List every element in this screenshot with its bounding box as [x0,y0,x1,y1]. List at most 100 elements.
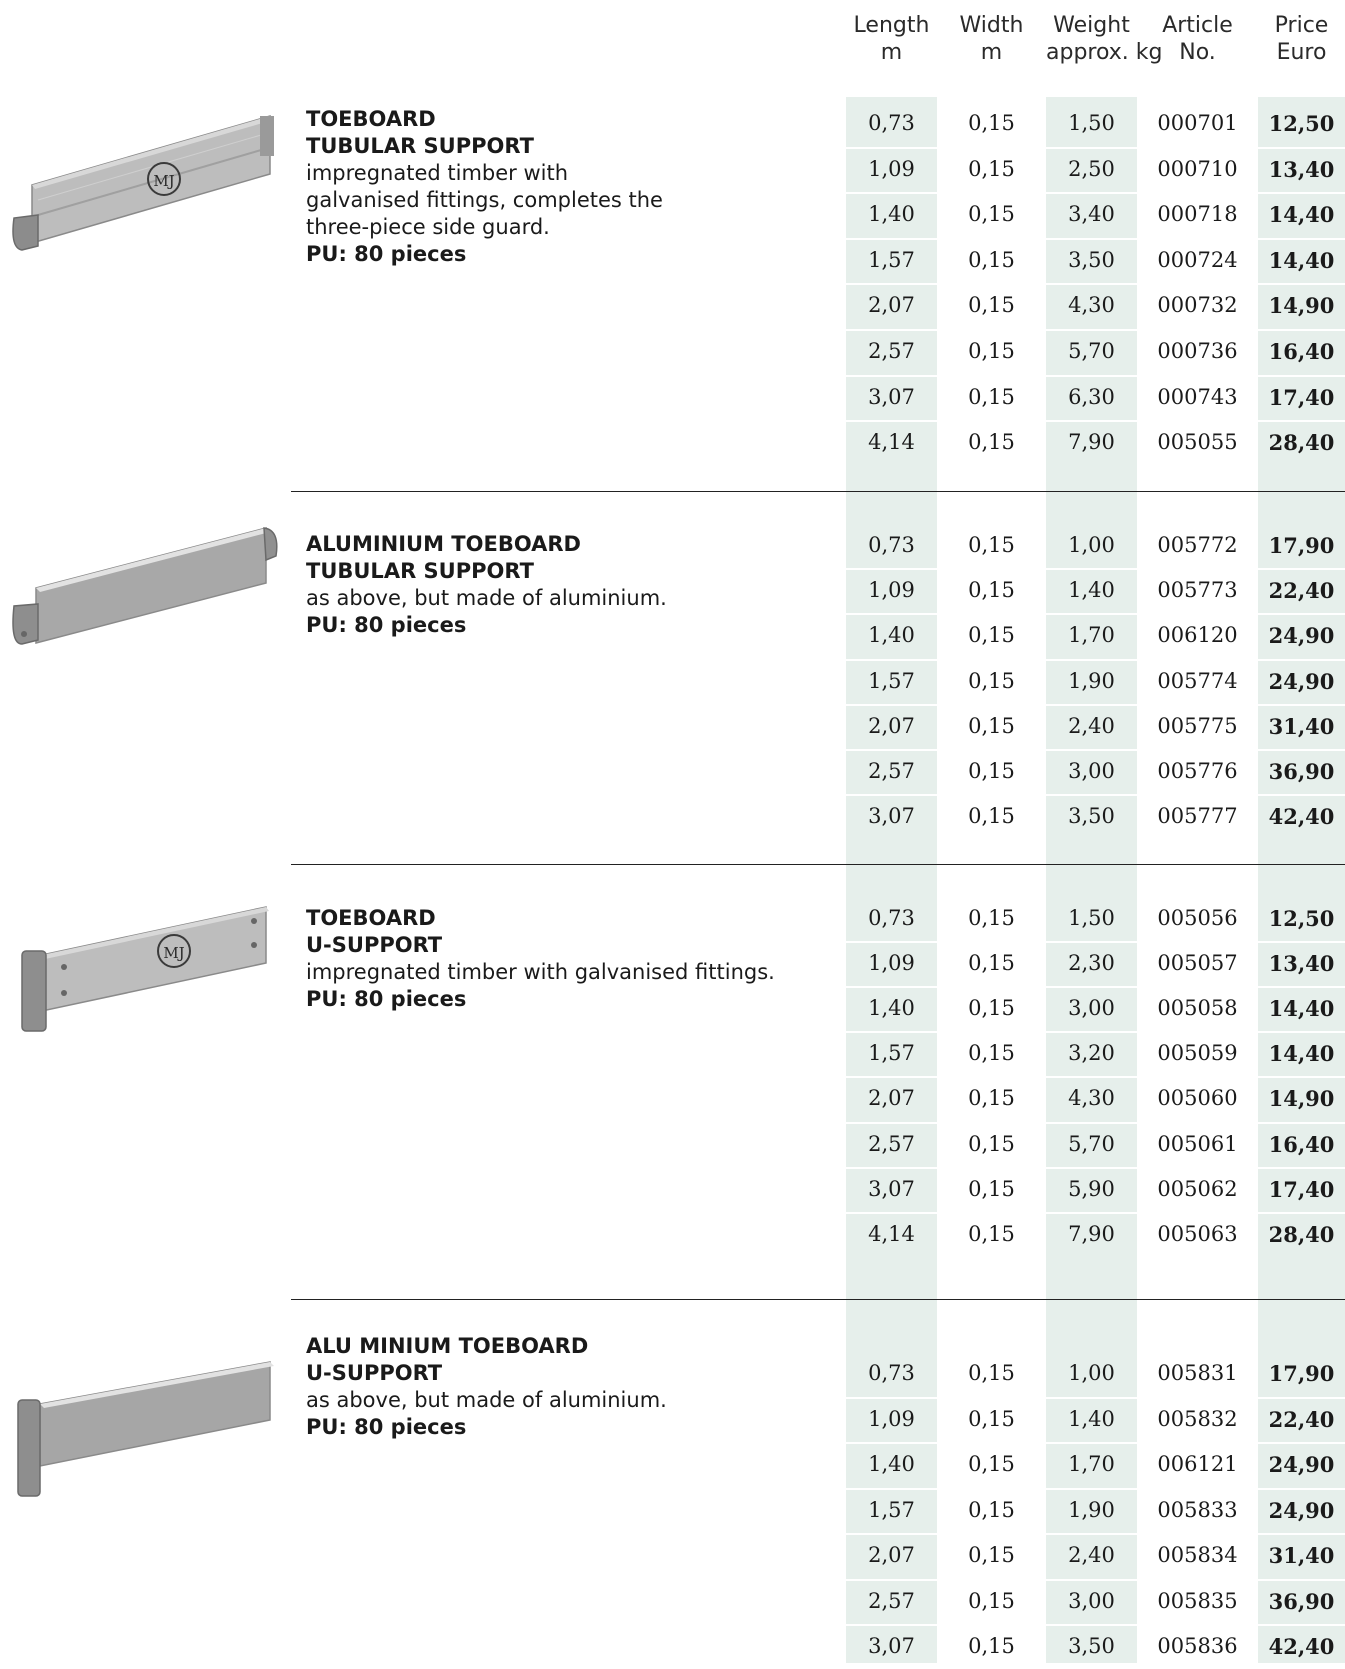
cell-width: 0,15 [968,951,1015,976]
cell-length: 1,09 [868,1406,915,1431]
cell-width: 0,15 [968,1634,1015,1658]
cell-width: 0,15 [968,996,1015,1021]
packing-unit: PU: 80 pieces [306,242,467,266]
cell-width: 0,15 [968,533,1015,557]
cell-length: 2,57 [868,1588,915,1613]
table-row: 1,40 0,15 1,70 006120 24,90 [846,613,1345,658]
cell-price: 14,90 [1268,293,1335,319]
cell-weight: 1,50 [1068,906,1115,930]
cell-article-no: 005062 [1157,1176,1238,1201]
cell-length: 1,40 [868,996,915,1021]
cell-length: 1,09 [868,578,915,603]
timber-toeboard-u-image: MJ [21,906,269,1032]
cell-article-no: 000724 [1157,247,1238,272]
cell-weight: 2,40 [1068,1543,1115,1567]
table-row: 4,14 0,15 7,90 005063 28,40 [846,1211,1345,1257]
cell-length: 2,57 [868,339,915,363]
cell-weight: 2,50 [1068,156,1115,181]
cell-weight: 1,50 [1068,111,1115,135]
cell-article-no: 005058 [1157,996,1238,1021]
cell-price: 36,90 [1268,759,1335,784]
cell-width: 0,15 [968,339,1015,363]
cell-price: 17,40 [1268,384,1335,410]
cell-article-no: 000718 [1157,202,1238,227]
cell-length: 0,73 [868,906,915,930]
cell-width: 0,15 [968,1361,1015,1385]
table-row: 1,09 0,15 1,40 005773 22,40 [846,568,1345,613]
table-row: 3,07 0,15 5,90 005062 17,40 [846,1166,1345,1212]
cell-length: 0,73 [868,533,915,557]
product-text: as above, but made of aluminium. [306,1388,667,1412]
table-row: 2,07 0,15 4,30 000732 14,90 [846,283,1345,328]
table-row: 0,73 0,15 1,00 005831 17,90 [846,1351,1345,1396]
cell-article-no: 000701 [1157,111,1238,135]
cell-article-no: 005835 [1157,1588,1238,1613]
table-row: 0,73 0,15 1,00 005772 17,90 [846,523,1345,568]
cell-article-no: 005057 [1157,951,1238,976]
cell-weight: 3,20 [1068,1041,1115,1066]
cell-weight: 2,40 [1068,713,1115,738]
table-row: 2,07 0,15 2,40 005775 31,40 [846,703,1345,749]
cell-length: 1,40 [868,623,915,648]
table-row: 1,09 0,15 1,40 005832 22,40 [846,1396,1345,1442]
cell-length: 2,07 [868,293,915,318]
cell-price: 16,40 [1268,1131,1335,1157]
cell-width: 0,15 [968,293,1015,318]
cell-article-no: 005056 [1157,906,1238,930]
table-row: 2,57 0,15 3,00 005835 36,90 [846,1578,1345,1624]
product-text: impregnated timber with galvanised fitti… [306,161,663,239]
cell-weight: 5,90 [1068,1176,1115,1201]
cell-weight: 7,90 [1068,430,1115,455]
cell-price: 17,90 [1268,1361,1335,1386]
cell-article-no: 005772 [1157,533,1238,557]
cell-weight: 5,70 [1068,339,1115,363]
product-description: ALU MINIUM TOEBOARD U-SUPPORT as above, … [306,1333,826,1441]
cell-weight: 1,40 [1068,1406,1115,1431]
price-column-shade [1258,97,1345,1663]
table-row: 1,09 0,15 2,30 005057 13,40 [846,941,1345,986]
cell-article-no: 000736 [1157,339,1238,363]
product-description: TOEBOARD TUBULAR SUPPORT impregnated tim… [306,106,826,268]
cell-weight: 1,40 [1068,578,1115,603]
cell-weight: 1,90 [1068,1497,1115,1522]
table-row: 0,73 0,15 1,50 000701 12,50 [846,101,1345,146]
cell-weight: 1,70 [1068,1452,1115,1476]
cell-price: 24,90 [1268,1452,1335,1477]
cell-length: 0,73 [868,111,915,135]
table-row: 3,07 0,15 3,50 005836 42,40 [846,1624,1345,1669]
cell-length: 1,57 [868,247,915,272]
product-subtitle: U-SUPPORT [306,933,443,957]
cell-article-no: 005832 [1157,1406,1238,1431]
svg-text:MJ: MJ [153,172,174,190]
cell-price: 36,90 [1268,1588,1335,1614]
header-length: Length m [853,13,930,65]
product-subtitle: TUBULAR SUPPORT [306,559,534,583]
cell-price: 14,40 [1268,247,1335,273]
header-article-no: Article No. [1162,13,1233,65]
cell-article-no: 000710 [1157,156,1238,181]
cell-width: 0,15 [968,1588,1015,1613]
header-width: Width m [959,13,1024,65]
cell-width: 0,15 [968,1452,1015,1476]
cell-width: 0,15 [968,247,1015,272]
table-row: 1,57 0,15 1,90 005774 24,90 [846,658,1345,704]
cell-length: 4,14 [868,430,915,455]
cell-width: 0,15 [968,430,1015,455]
table-row: 0,73 0,15 1,50 005056 12,50 [846,896,1345,941]
cell-price: 22,40 [1268,578,1335,604]
cell-weight: 3,50 [1068,247,1115,272]
table-row: 2,57 0,15 3,00 005776 36,90 [846,749,1345,794]
cell-weight: 3,00 [1068,759,1115,783]
table-row: 2,57 0,15 5,70 000736 16,40 [846,329,1345,374]
cell-length: 1,57 [868,1497,915,1522]
packing-unit: PU: 80 pieces [306,987,467,1011]
cell-weight: 3,00 [1068,996,1115,1021]
header-price: Price Euro [1274,13,1329,65]
cell-width: 0,15 [968,1497,1015,1522]
cell-width: 0,15 [968,156,1015,181]
cell-width: 0,15 [968,668,1015,693]
cell-article-no: 005055 [1157,430,1238,455]
cell-width: 0,15 [968,713,1015,738]
cell-price: 12,50 [1268,111,1335,136]
table-row: 1,40 0,15 3,00 005058 14,40 [846,986,1345,1031]
